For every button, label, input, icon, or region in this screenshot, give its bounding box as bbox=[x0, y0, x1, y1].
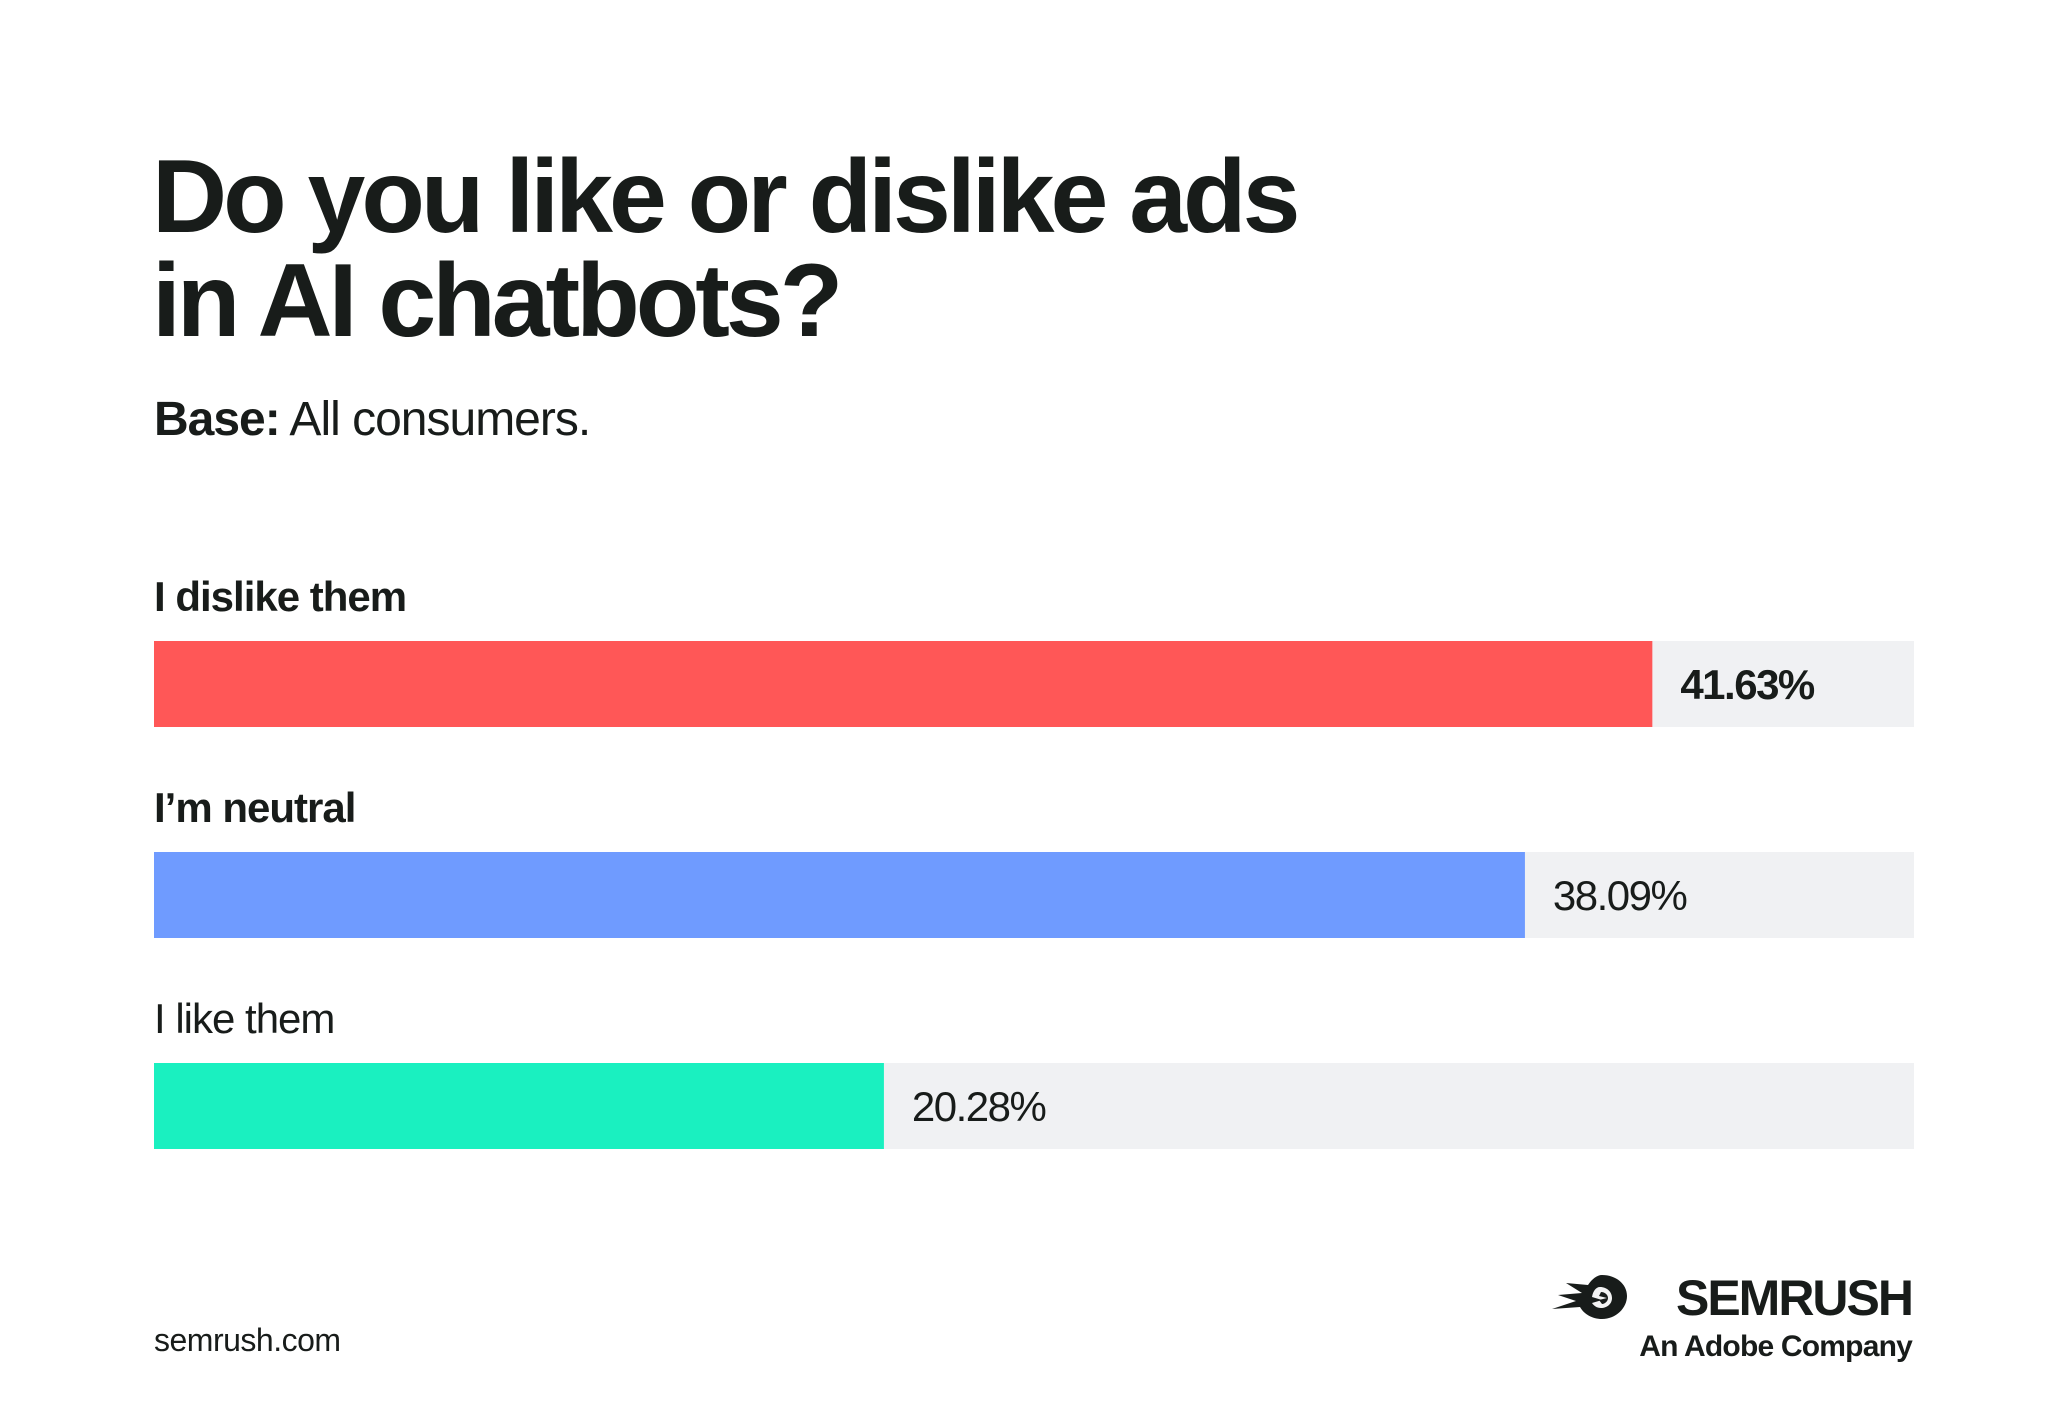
value-label: 41.63% bbox=[1680, 661, 1815, 708]
bar-group: I’m neutral 38.09% bbox=[154, 784, 1914, 938]
value-label: 20.28% bbox=[912, 1083, 1046, 1130]
bar bbox=[154, 641, 1653, 727]
semrush-comet-icon bbox=[1552, 1275, 1627, 1319]
chart-title-line-1: Do you like or dislike ads bbox=[152, 139, 1300, 255]
value-label: 38.09% bbox=[1553, 872, 1687, 919]
chart-subtitle: Base: All consumers. bbox=[154, 392, 591, 448]
semrush-logo: SEMRUSH An Adobe Company bbox=[1552, 1270, 1914, 1373]
category-label: I like them bbox=[154, 995, 334, 1042]
footer-url: semrush.com bbox=[154, 1322, 341, 1358]
chart-title-line-2: in AI chatbots? bbox=[152, 243, 843, 359]
semrush-tagline: An Adobe Company bbox=[1639, 1330, 1913, 1363]
category-label: I dislike them bbox=[154, 573, 406, 620]
bar-group: I dislike them 41.63% bbox=[154, 573, 1914, 727]
base-value: All consumers. bbox=[289, 393, 591, 446]
base-label: Base: bbox=[154, 393, 281, 446]
bar-group: I like them 20.28% bbox=[154, 995, 1914, 1149]
semrush-wordmark: SEMRUSH bbox=[1675, 1270, 1914, 1326]
chart-title: Do you like or dislike ads in AI chatbot… bbox=[152, 145, 1552, 353]
bar bbox=[154, 1063, 884, 1149]
category-label: I’m neutral bbox=[154, 784, 355, 831]
bar bbox=[154, 852, 1525, 938]
